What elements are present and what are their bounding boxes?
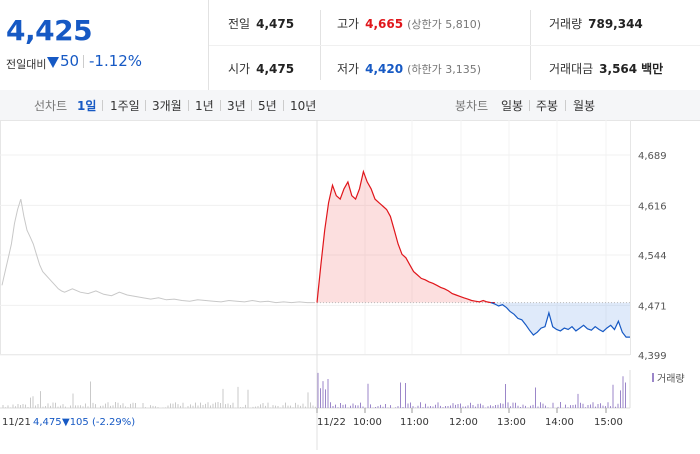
down-price-line bbox=[490, 302, 630, 338]
tab-divider bbox=[283, 100, 284, 111]
prev-close-value: 4,475 bbox=[256, 17, 295, 31]
amount-unit: 백만 bbox=[641, 62, 664, 76]
up-price-line bbox=[316, 169, 495, 304]
prev-day-date: 11/21 bbox=[2, 417, 31, 428]
tab-divider bbox=[188, 100, 189, 111]
price-box: 4,425 전일대비 50 -1.12% bbox=[0, 0, 209, 90]
tab-1year[interactable]: 1년 bbox=[195, 99, 214, 113]
tab-3year[interactable]: 3년 bbox=[227, 99, 246, 113]
x-tick-label: 12:00 bbox=[449, 417, 478, 428]
high-label: 고가 bbox=[337, 17, 360, 31]
x-tick-label: 14:00 bbox=[545, 417, 574, 428]
tab-monthly-candle[interactable]: 월봉 bbox=[573, 99, 596, 113]
tab-1day[interactable]: 1일 bbox=[77, 99, 97, 113]
tab-divider bbox=[529, 100, 530, 111]
summary-row-divider bbox=[209, 45, 700, 46]
x-tick-label: 15:00 bbox=[594, 417, 623, 428]
y-tick-label: 4,689 bbox=[638, 151, 667, 162]
y-tick-label: 4,471 bbox=[638, 301, 667, 312]
volume-value: 789,344 bbox=[588, 17, 643, 31]
candle-chart-label: 봉차트 bbox=[455, 99, 489, 113]
x-tick-label: 10:00 bbox=[353, 417, 382, 428]
down-triangle-icon bbox=[47, 57, 59, 68]
prev-close: 전일 4,475 bbox=[228, 15, 294, 32]
amount-label: 거래대금 bbox=[549, 62, 594, 76]
y-tick-label: 4,544 bbox=[638, 251, 667, 262]
tab-divider bbox=[251, 100, 252, 111]
trade-amount: 거래대금 3,564 백만 bbox=[549, 60, 663, 77]
current-price: 4,425 bbox=[6, 14, 93, 47]
y-tick-label: 4,399 bbox=[638, 351, 667, 362]
tab-3month[interactable]: 3개월 bbox=[152, 99, 182, 113]
y-tick-label: 4,616 bbox=[638, 201, 667, 212]
tab-divider bbox=[220, 100, 221, 111]
x-tick-label: 11/22 bbox=[317, 417, 346, 428]
x-tick-label: 11:00 bbox=[400, 417, 429, 428]
tab-weekly-candle[interactable]: 주봉 bbox=[536, 99, 559, 113]
tab-5year[interactable]: 5년 bbox=[258, 99, 277, 113]
prev-day-change: ▼105 (-2.29%) bbox=[62, 417, 135, 428]
price-chart: 4,689 4,616 4,544 4,471 4,399 거래량 11/22 10:00 11… bbox=[0, 120, 700, 450]
low-value: 4,420 bbox=[365, 62, 404, 76]
prev-close-label: 전일 bbox=[228, 17, 251, 31]
volume-legend-swatch bbox=[652, 373, 654, 382]
low-price: 저가 4,420 (하한가 3,135) bbox=[337, 60, 481, 77]
high-value: 4,665 bbox=[365, 17, 404, 31]
tab-divider bbox=[565, 100, 566, 111]
volume-label: 거래량 bbox=[549, 17, 583, 31]
change-label: 전일대비 bbox=[6, 58, 47, 71]
change-value: 50 bbox=[60, 52, 80, 70]
line-chart-label: 선차트 bbox=[34, 99, 68, 113]
change-divider bbox=[83, 55, 84, 68]
chart-period-tabs: 선차트 1일 1주일 3개월 1년 3년 5년 10년 봉차트 일봉 주봉 월봉 bbox=[0, 90, 700, 121]
open-value: 4,475 bbox=[256, 62, 295, 76]
high-price: 고가 4,665 (상한가 5,810) bbox=[337, 15, 481, 32]
amount-value: 3,564 bbox=[599, 62, 638, 76]
tab-10year[interactable]: 10년 bbox=[290, 99, 317, 113]
open-label: 시가 bbox=[228, 62, 251, 76]
tab-divider bbox=[145, 100, 146, 111]
volume: 거래량 789,344 bbox=[549, 15, 643, 32]
prev-day-close: 4,475 bbox=[33, 417, 62, 428]
volume-legend-label: 거래량 bbox=[657, 373, 685, 385]
tab-1week[interactable]: 1주일 bbox=[110, 99, 140, 113]
lower-limit: (하한가 3,135) bbox=[407, 63, 481, 76]
upper-limit: (상한가 5,810) bbox=[407, 18, 481, 31]
open-price: 시가 4,475 bbox=[228, 60, 294, 77]
tab-daily-candle[interactable]: 일봉 bbox=[501, 99, 524, 113]
summary-panel: 4,425 전일대비 50 -1.12% 전일 4,475 고가 4,665 (상한가… bbox=[0, 0, 700, 91]
change-percent: -1.12% bbox=[89, 52, 143, 70]
prev-day-line bbox=[1, 198, 315, 304]
x-tick-label: 13:00 bbox=[497, 417, 526, 428]
tab-divider bbox=[102, 100, 103, 111]
down-area-fill bbox=[490, 302, 630, 338]
price-chart-svg: 4,689 4,616 4,544 4,471 4,399 거래량 11/22 10:00 11… bbox=[0, 120, 685, 450]
low-label: 저가 bbox=[337, 62, 360, 76]
up-area-fill bbox=[317, 171, 495, 303]
